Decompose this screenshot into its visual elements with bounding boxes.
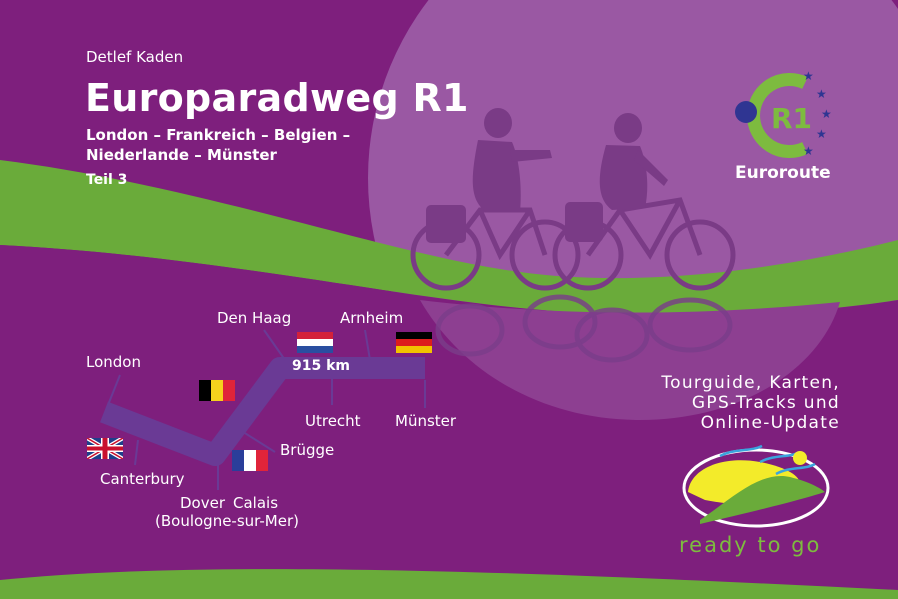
city-brugge: Brügge [280,441,335,459]
author-name: Detlef Kaden [86,48,184,66]
city-dover: Dover [180,494,225,512]
slogan: ready to go [679,533,822,557]
features-line-1: Tourguide, Karten, [661,373,840,393]
uk-flag [87,438,123,459]
route-line [100,357,425,466]
route-distance: 915 km [292,358,350,374]
germany-flag [396,332,432,353]
svg-text:★: ★ [803,69,814,83]
netherlands-flag [297,332,333,353]
city-munster: Münster [395,412,457,430]
euroroute-logo: R1 [735,73,812,158]
subtitle-line-1: London – Frankreich – Belgien – [86,126,351,144]
riders-silhouette [426,108,668,243]
book-title: Europaradweg R1 [85,76,469,120]
france-flag [232,450,268,471]
volume-label: Teil 3 [86,172,128,188]
features-line-2: GPS-Tracks und [691,393,840,413]
svg-text:★: ★ [821,107,832,121]
city-calais: Calais [233,494,279,512]
svg-text:★: ★ [816,87,827,101]
city-arnheim: Arnheim [340,309,404,327]
city-boulogne: (Boulogne-sur-Mer) [155,512,299,530]
city-utrecht: Utrecht [305,412,361,430]
eu-stars: ★★★ ★★ [803,69,832,158]
cyclists-shadow [435,294,733,363]
euroroute-label: Euroroute [735,163,831,183]
r1-logo-text: R1 [771,102,812,135]
svg-text:★: ★ [803,144,814,158]
city-canterbury: Canterbury [100,470,185,488]
city-den-haag: Den Haag [217,309,292,327]
svg-text:★: ★ [816,127,827,141]
bottom-green [0,569,898,599]
features-line-3: Online-Update [700,413,840,433]
belgium-flag [199,380,235,401]
ready-to-go-logo [682,444,830,528]
map-leader-lines [107,329,426,490]
subtitle-line-2: Niederlande – Münster [86,146,277,164]
city-london: London [86,353,141,371]
